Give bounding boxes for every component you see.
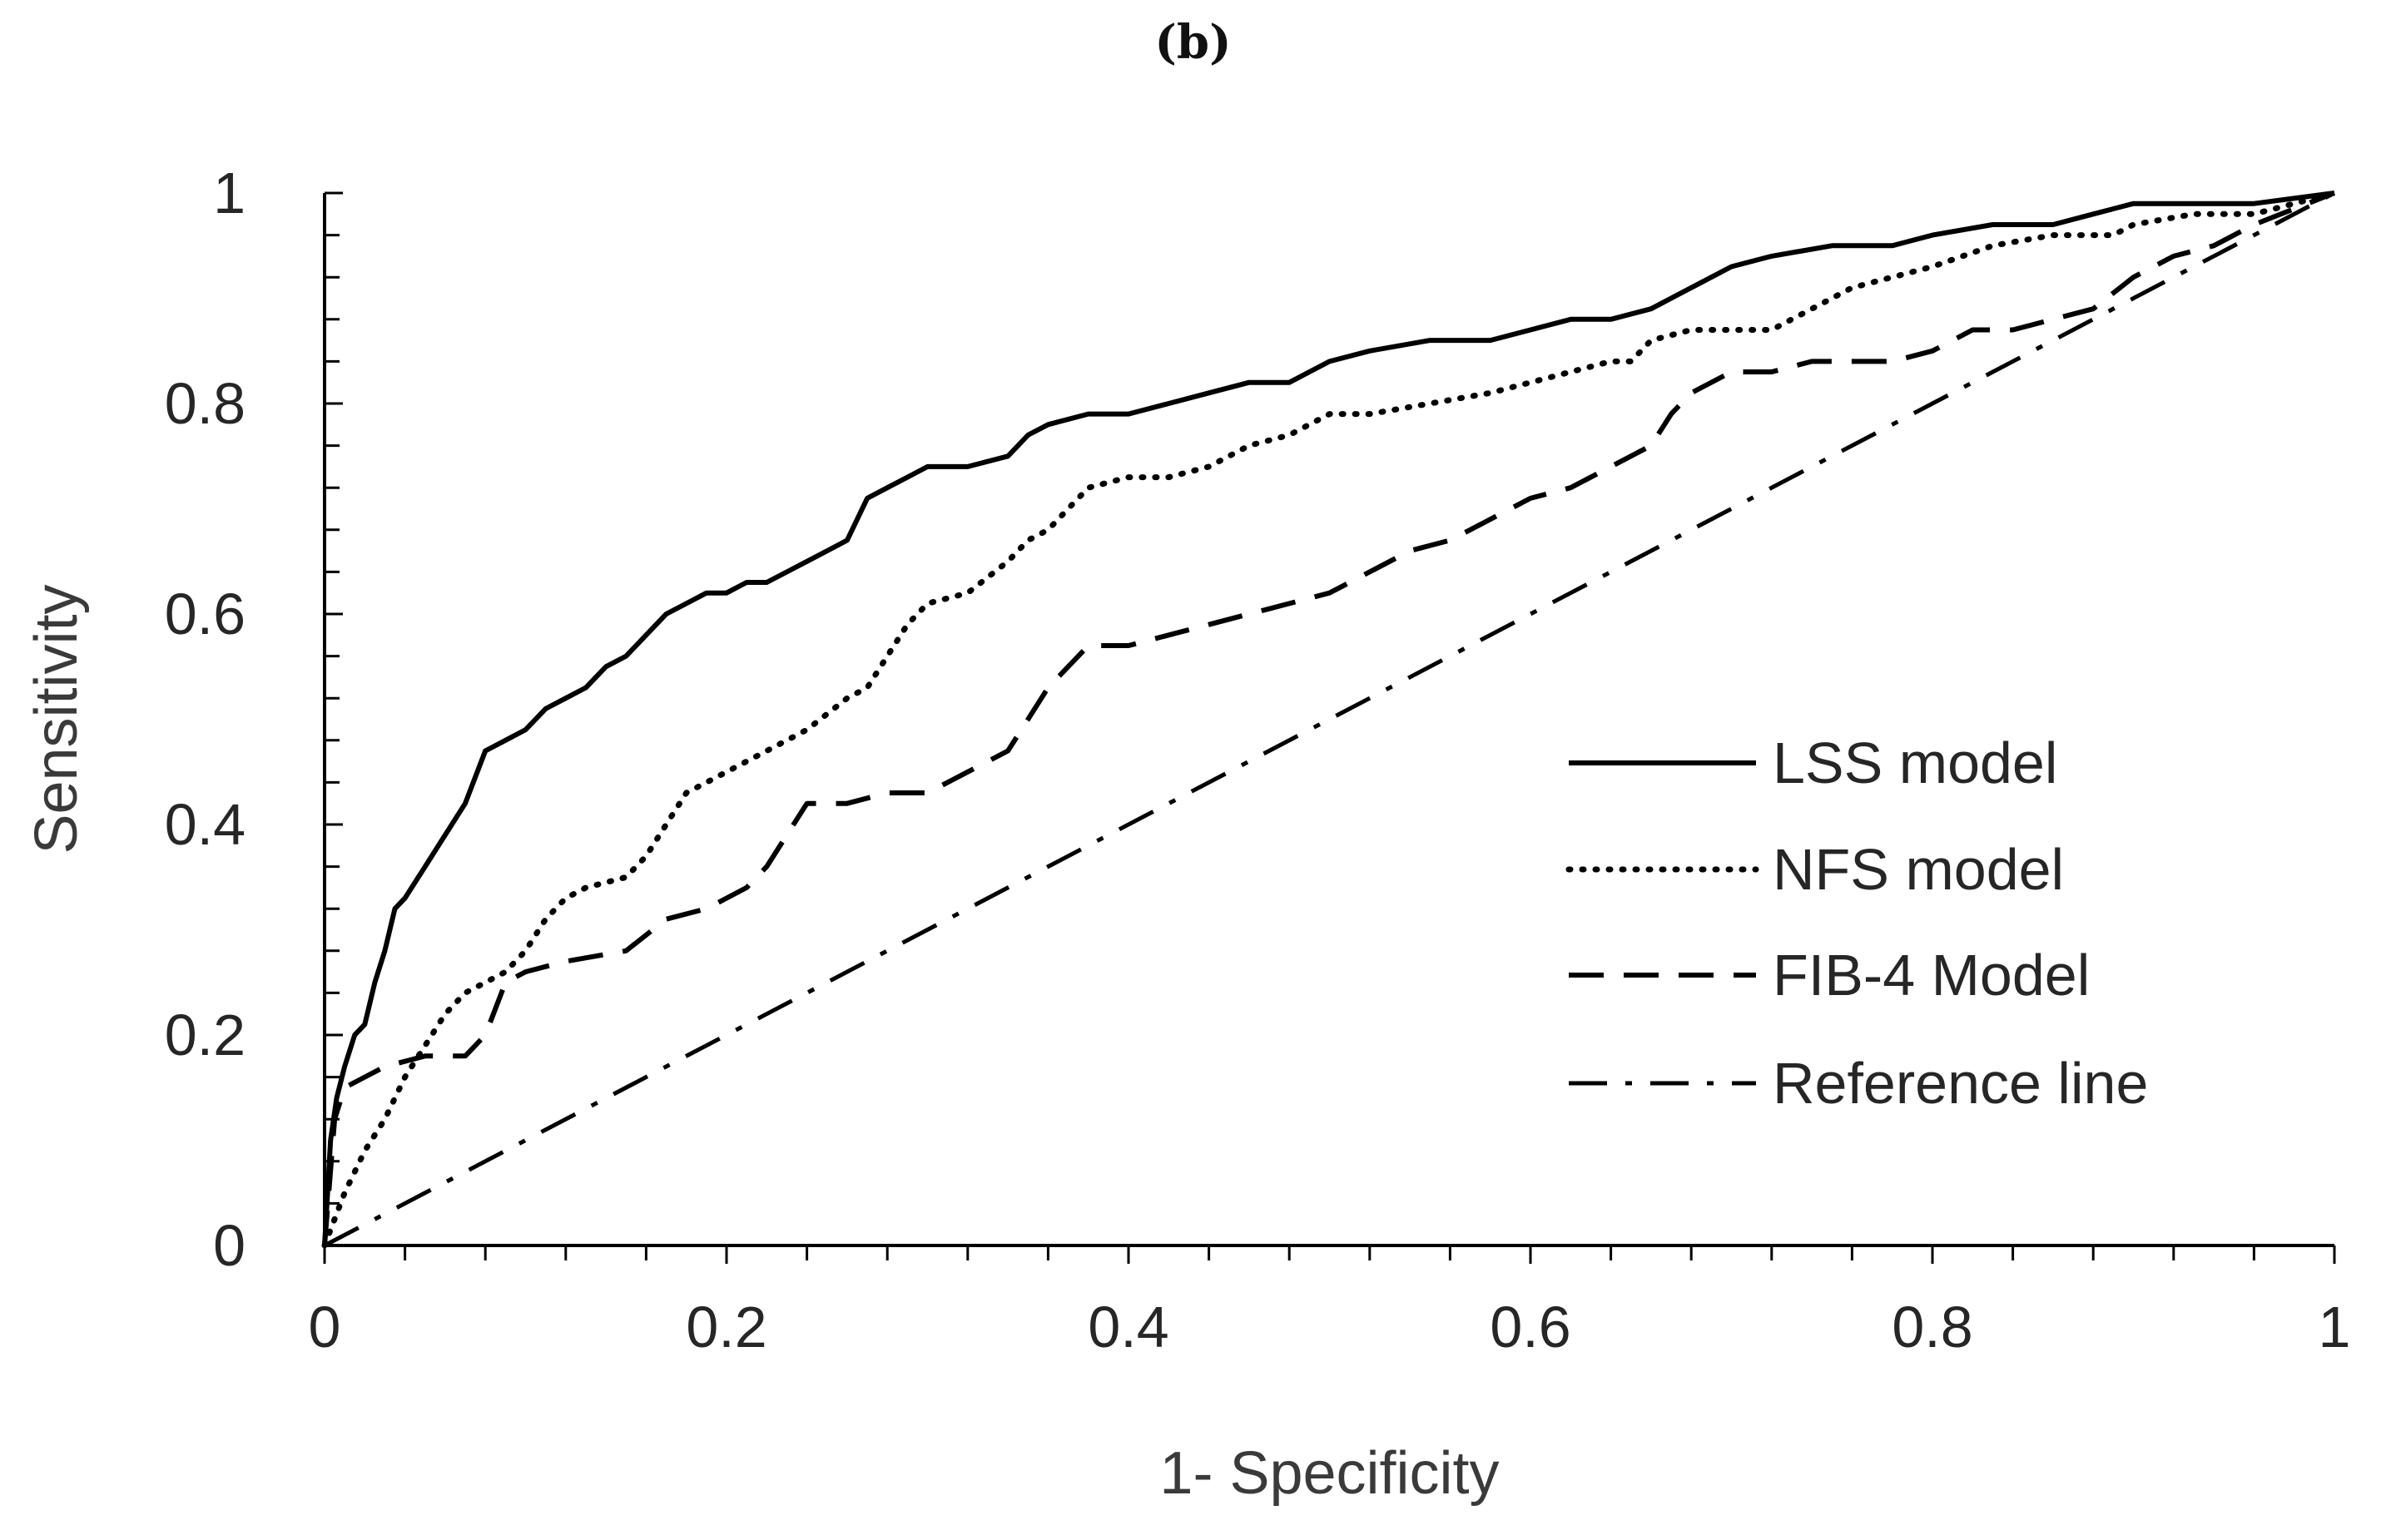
x-tick-label: 0.8 xyxy=(1892,1295,1972,1359)
series-lines xyxy=(321,190,2338,1249)
figure-label: (b) xyxy=(1154,15,1232,70)
x-tick-label: 0.4 xyxy=(1088,1295,1168,1359)
y-tick-label: 1 xyxy=(213,161,246,225)
series-line-reference-line xyxy=(323,191,2336,1248)
legend: LSS model NFS model FIB-4 Model Reference l… xyxy=(1565,730,2148,1116)
legend-label-reference-line: Reference line xyxy=(1773,1051,2148,1116)
y-tick-label: 0 xyxy=(213,1213,246,1278)
x-tick-label: 0.6 xyxy=(1490,1295,1570,1359)
tick-labels: 0 0.2 0.4 0.6 0.8 1 0 0.2 0.4 0.6 0.8 1 xyxy=(165,161,2351,1359)
series-line-fib-4-model xyxy=(322,191,2336,1246)
legend-label-lss-model: LSS model xyxy=(1773,730,2057,795)
legend-label-fib-4-model: FIB-4 Model xyxy=(1773,943,2090,1008)
legend-label-nfs-model: NFS model xyxy=(1773,837,2064,902)
series-line-lss-model xyxy=(322,191,2335,1246)
y-tick-label: 0.6 xyxy=(165,582,246,646)
x-tick-label: 1 xyxy=(2319,1295,2351,1359)
y-tick-label: 0.2 xyxy=(165,1003,246,1067)
series-line-nfs-model xyxy=(321,190,2338,1249)
y-tick-label: 0.8 xyxy=(165,371,246,436)
y-tick-label: 0.4 xyxy=(165,792,246,857)
y-axis-title: Sensitivity xyxy=(23,584,90,854)
x-tick-label: 0 xyxy=(309,1295,341,1359)
x-axis-title: 1- Specificity xyxy=(1159,1440,1499,1507)
x-tick-label: 0.2 xyxy=(686,1295,766,1359)
